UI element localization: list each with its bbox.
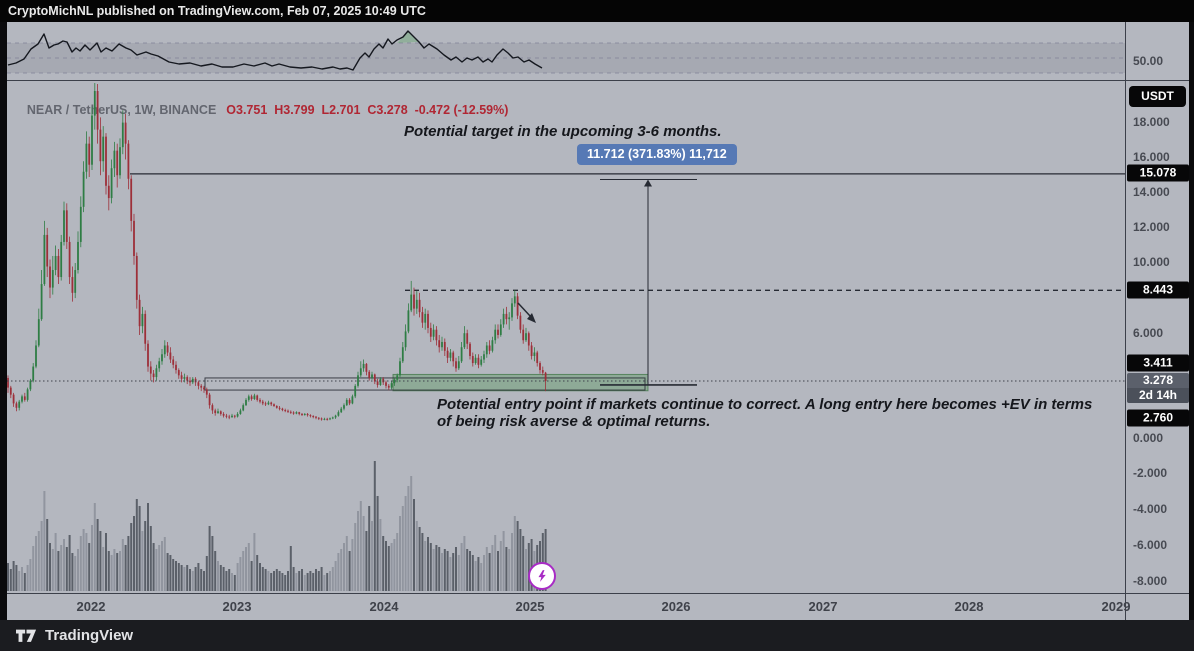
left-border <box>0 22 7 620</box>
price-axis-tick: 10.000 <box>1133 255 1170 269</box>
last-price: 3.278 <box>1127 373 1189 388</box>
price-axis-separator <box>1125 22 1126 620</box>
year-label: 2024 <box>369 599 399 614</box>
publish-header-text: CryptoMichNL published on TradingView.co… <box>8 4 426 18</box>
year-label: 2026 <box>661 599 691 614</box>
publish-header: CryptoMichNL published on TradingView.co… <box>0 0 1194 22</box>
price-axis-tick: 18.000 <box>1133 115 1170 129</box>
year-label: 2023 <box>222 599 252 614</box>
price-range-label[interactable]: 11.712 (371.83%) 11,712 <box>577 144 737 165</box>
price-level-badge: 3.411 <box>1127 354 1189 372</box>
year-label: 2022 <box>76 599 106 614</box>
year-label: 2028 <box>954 599 984 614</box>
entry-annotation-line1: Potential entry point if markets continu… <box>437 396 1093 413</box>
right-border <box>1189 22 1194 620</box>
year-label: 2029 <box>1101 599 1131 614</box>
bar-countdown: 2d 14h <box>1127 388 1189 403</box>
price-axis-tick: -4.000 <box>1133 502 1168 516</box>
entry-annotation: Potential entry point if markets continu… <box>437 396 1093 430</box>
price-level-badge: 2.760 <box>1127 409 1189 427</box>
price-level-badge: 8.443 <box>1127 281 1189 299</box>
year-label: 2025 <box>515 599 545 614</box>
last-price-badge: 3.278 2d 14h <box>1127 373 1189 403</box>
price-axis-tick: 12.000 <box>1133 220 1170 234</box>
symbol-legend: NEAR / TetherUS, 1W, BINANCE O3.751 H3.79… <box>13 89 509 131</box>
symbol-name: NEAR / TetherUS, 1W, BINANCE <box>26 103 217 117</box>
time-axis[interactable]: 2022 2023 2024 2025 2026 2027 2028 2029 <box>0 593 1189 621</box>
ohlc-values: O3.751 H3.799 L2.701 C3.278 -0.472 (-12.… <box>226 103 509 117</box>
price-level-badge: 15.078 <box>1127 164 1189 182</box>
entry-annotation-line2: of being risk averse & optimal returns. <box>437 412 711 430</box>
price-axis-tick: -6.000 <box>1133 538 1168 552</box>
price-axis-tick: -8.000 <box>1133 574 1168 588</box>
flash-idea-button[interactable] <box>528 562 556 590</box>
indicator-axis-tick: 50.00 <box>1133 54 1164 68</box>
tradingview-logo-icon[interactable] <box>16 629 37 643</box>
price-axis-tick: 16.000 <box>1133 150 1170 164</box>
price-axis-tick: 6.000 <box>1133 326 1164 340</box>
footer-bar: TradingView <box>0 620 1194 651</box>
target-annotation: Potential target in the upcoming 3-6 mon… <box>404 123 722 140</box>
currency-toggle-button[interactable]: USDT <box>1129 86 1186 107</box>
pane-divider <box>7 80 1189 81</box>
price-axis-tick: 0.000 <box>1133 431 1164 445</box>
year-label: 2027 <box>808 599 838 614</box>
tradingview-brand-link[interactable]: TradingView <box>45 627 134 644</box>
price-axis-tick: 14.000 <box>1133 185 1170 199</box>
lightning-bolt-icon <box>538 570 546 582</box>
price-axis-tick: -2.000 <box>1133 466 1168 480</box>
